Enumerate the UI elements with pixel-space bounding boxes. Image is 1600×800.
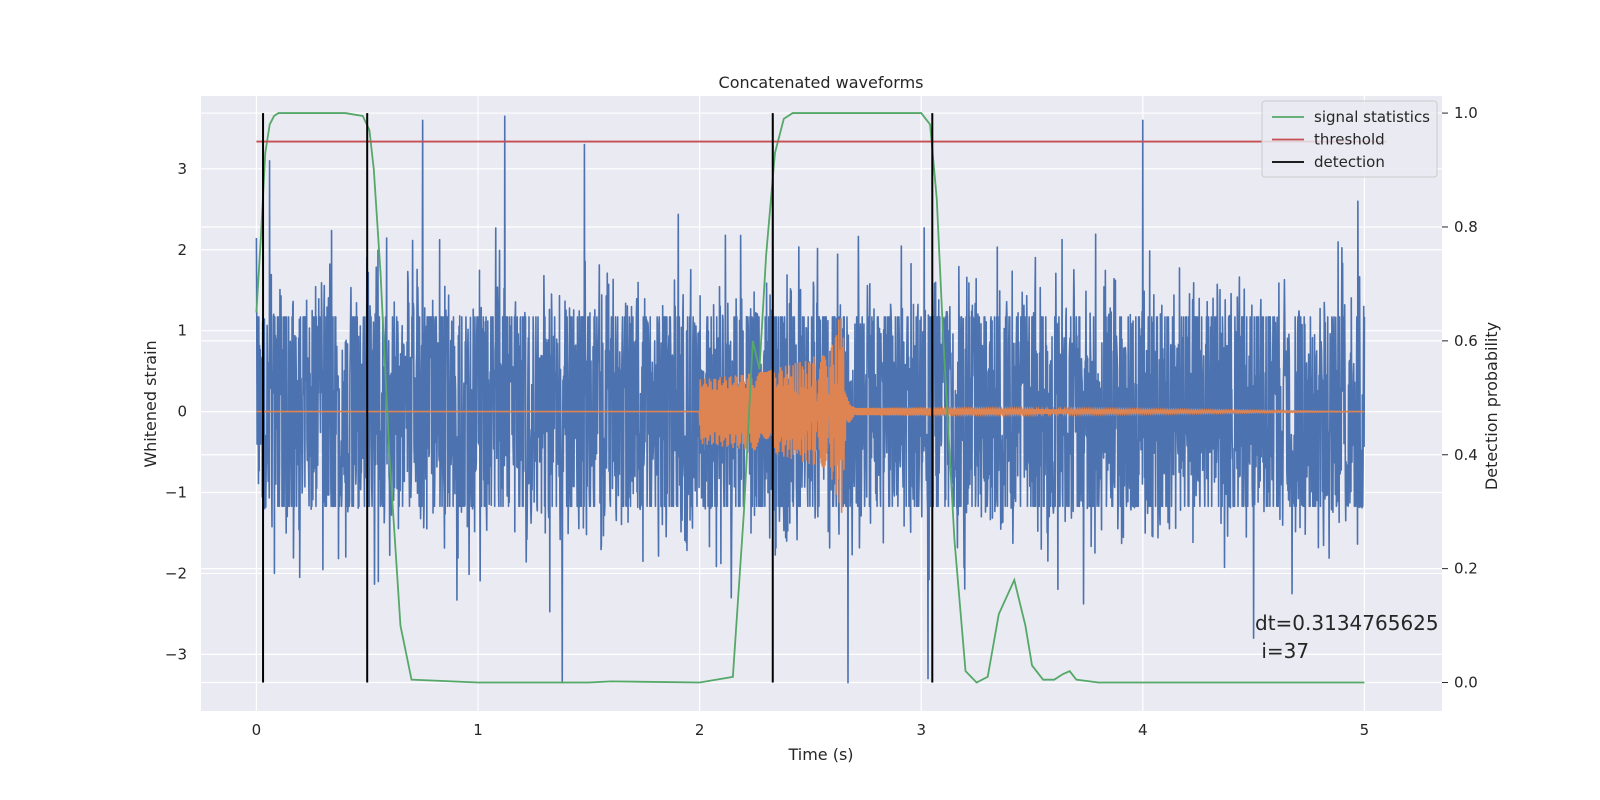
y-axis-label-right: Detection probability <box>1482 322 1501 490</box>
x-tick-label: 0 <box>252 721 262 739</box>
x-axis-label: Time (s) <box>787 745 853 764</box>
y-tick-label: −1 <box>165 484 187 502</box>
y-tick-label-right: 0.4 <box>1454 446 1478 464</box>
y-tick-label-right: 0.8 <box>1454 218 1478 236</box>
x-tick-label: 5 <box>1360 721 1370 739</box>
legend-label-2: detection <box>1314 153 1385 171</box>
series-signal-statistics <box>255 112 1365 684</box>
y-tick-label: −3 <box>165 645 187 663</box>
x-tick-label: 1 <box>473 721 483 739</box>
series-layer <box>255 112 1387 684</box>
series-waveform <box>256 318 1365 513</box>
y-tick-label-right: 0.2 <box>1454 560 1478 578</box>
chart-title: Concatenated waveforms <box>719 73 924 92</box>
y-axis-label-left: Whitened strain <box>141 340 160 467</box>
y-tick-label: 1 <box>177 322 187 340</box>
legend-label-0: signal statistics <box>1314 108 1430 126</box>
x-tick-label: 3 <box>916 721 926 739</box>
y-ticks-right: 0.0 0.2 0.4 0.6 0.8 1.0 <box>1442 104 1478 692</box>
y-tick-label-right: 0.6 <box>1454 332 1478 350</box>
annotation-i: i=37 <box>1255 639 1309 663</box>
y-tick-label: −2 <box>165 564 187 582</box>
y-ticks-left: −3 −2 −1 0 1 2 3 <box>165 160 187 664</box>
x-tick-label: 2 <box>695 721 705 739</box>
legend-box <box>1261 100 1438 178</box>
legend: signal statistics threshold detection <box>1261 100 1438 178</box>
y-tick-label-right: 0.0 <box>1454 674 1478 692</box>
y-tick-label: 3 <box>177 160 187 178</box>
legend-label-1: threshold <box>1314 131 1385 149</box>
y-tick-label: 0 <box>177 403 187 421</box>
y-tick-label: 2 <box>177 241 187 259</box>
annotation: dt=0.3134765625 i=37 <box>1255 611 1439 663</box>
x-tick-label: 4 <box>1138 721 1148 739</box>
annotation-dt: dt=0.3134765625 <box>1255 611 1439 635</box>
y-tick-label-right: 1.0 <box>1454 104 1478 122</box>
x-ticks: 0 1 2 3 4 5 <box>252 721 1370 739</box>
plot-area <box>255 112 1387 684</box>
